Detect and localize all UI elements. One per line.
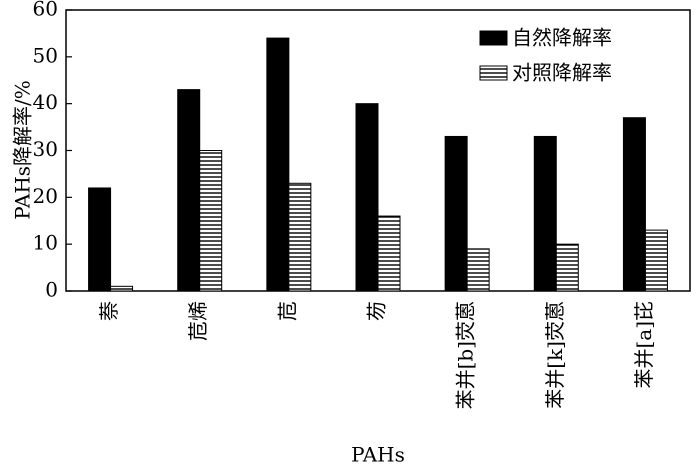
bar-natural: [533, 135, 557, 292]
bar-control: [644, 229, 668, 292]
bar-natural: [355, 103, 379, 292]
legend-label-natural: 自然降解率: [512, 26, 612, 50]
bar-control: [199, 150, 223, 292]
bar-control: [288, 182, 312, 292]
bar-control: [555, 243, 579, 292]
bar-natural: [622, 117, 646, 292]
y-axis-title: PAHs降解率/%: [11, 80, 35, 220]
y-tick-label: 50: [33, 43, 58, 67]
x-axis-title: PAHs: [351, 443, 405, 467]
y-tick-label: 60: [33, 0, 58, 21]
y-tick-label: 20: [33, 184, 58, 208]
legend-swatch-control: [479, 65, 508, 81]
legend-swatch-natural: [479, 30, 508, 46]
category-label: 苯并[k]荧蒽: [543, 301, 567, 409]
category-label: 萘: [97, 301, 121, 321]
legend-label-control: 对照降解率: [512, 61, 612, 85]
bar-control: [377, 215, 401, 292]
bar-natural: [177, 89, 201, 292]
category-label: 芴: [365, 301, 389, 321]
y-tick-label: 40: [33, 90, 58, 114]
bar-natural: [444, 135, 468, 292]
category-label: 苯并[a]芘: [632, 301, 656, 389]
category-label: 苯并[b]荧蒽: [454, 301, 478, 409]
bar-natural: [266, 37, 290, 292]
bar-control: [466, 248, 490, 292]
y-tick-label: 30: [33, 137, 58, 161]
legend: 自然降解率 对照降解率: [479, 26, 612, 85]
bar-control: [110, 285, 134, 292]
y-tick-label: 10: [33, 231, 58, 255]
plot-area: 0 10 20 30 40 50 60 萘 苊烯 苊 芴 苯并[b]荧蒽 苯并[k]荧蒽 苯并[a]芘: [33, 0, 691, 409]
category-label: 苊烯: [186, 301, 210, 341]
category-label: 苊: [275, 301, 299, 321]
bar-natural: [88, 187, 112, 292]
y-tick-label: 0: [45, 278, 58, 302]
